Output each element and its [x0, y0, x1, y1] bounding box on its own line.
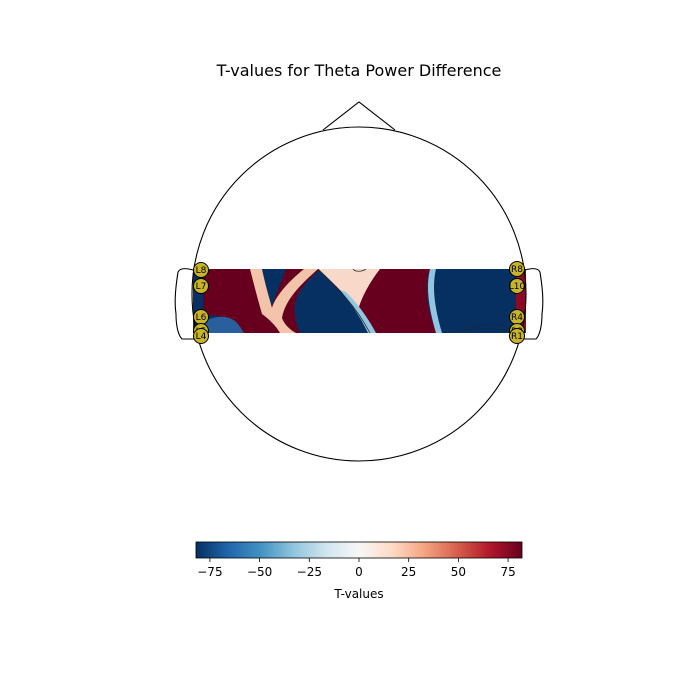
colorbar-tick-label: 0 [355, 565, 363, 579]
head-circle [191, 126, 527, 462]
sensor-r4: R4 [509, 309, 525, 325]
sensor-l8: L8 [193, 262, 209, 278]
sensor-label: R1 [511, 332, 523, 342]
center-blue-edge [298, 280, 362, 333]
sensor-l10: L10 [509, 278, 526, 294]
sensor-label: L7 [196, 282, 207, 292]
contour-line-3 [455, 324, 507, 333]
colorbar-label: T-values [333, 587, 383, 601]
colorbar-tick-label: 50 [451, 565, 466, 579]
heatmap-band [193, 269, 526, 333]
colorbar-gradient [195, 541, 523, 559]
sensor-marker [509, 261, 525, 277]
center-light-gradient [318, 269, 380, 310]
sensor-marker [193, 328, 209, 344]
colorbar-tick-label: 25 [401, 565, 416, 579]
colorbar-ticks: −75 −50 −25 0 25 50 75 [197, 558, 516, 579]
sensor-l7: L7 [193, 278, 209, 294]
right-blue-edge [428, 269, 442, 333]
right-edge-red-region [516, 269, 526, 333]
contour-line-4 [459, 328, 509, 332]
sensor-marker [509, 328, 525, 344]
sensor-marker [193, 262, 209, 278]
sensor-label: R8 [511, 265, 523, 275]
colorbar-tick-label: −75 [197, 565, 222, 579]
left-ear-outline [174, 268, 195, 340]
head-outline [174, 101, 544, 462]
contour-line-1 [352, 269, 367, 272]
right-blue-region [428, 269, 516, 333]
left-edge-blue-region [193, 269, 203, 333]
colorbar-tick-label: −50 [247, 565, 272, 579]
sensor-group: L8L7L6L5L4R8L10R4R2R1 [193, 261, 526, 344]
sensor-label: L8 [196, 266, 207, 276]
sensor-label: R4 [511, 313, 523, 323]
sensor-l4: L4 [193, 328, 209, 344]
sensor-r8: R8 [509, 261, 525, 277]
sensor-label: L4 [196, 332, 207, 342]
colorbar: −75 −50 −25 0 25 50 75 T-values [195, 541, 523, 601]
colorbar-tick-label: −25 [297, 565, 322, 579]
sensor-l6: L6 [193, 309, 209, 325]
chart-title: T-values for Theta Power Difference [216, 61, 502, 80]
sensor-marker [193, 278, 209, 294]
sensor-label: L10 [509, 282, 526, 292]
center-transition-band [340, 290, 376, 333]
contour-line-2 [317, 269, 371, 333]
nose-outline [322, 101, 396, 131]
central-light-ridge [250, 269, 318, 333]
sensor-label: L6 [196, 313, 207, 323]
lower-left-blue-pocket [203, 316, 244, 333]
colorbar-tick-label: 75 [500, 565, 515, 579]
sensor-r1: R1 [509, 328, 525, 344]
sensor-marker [509, 278, 525, 294]
right-ear-outline [523, 268, 544, 340]
